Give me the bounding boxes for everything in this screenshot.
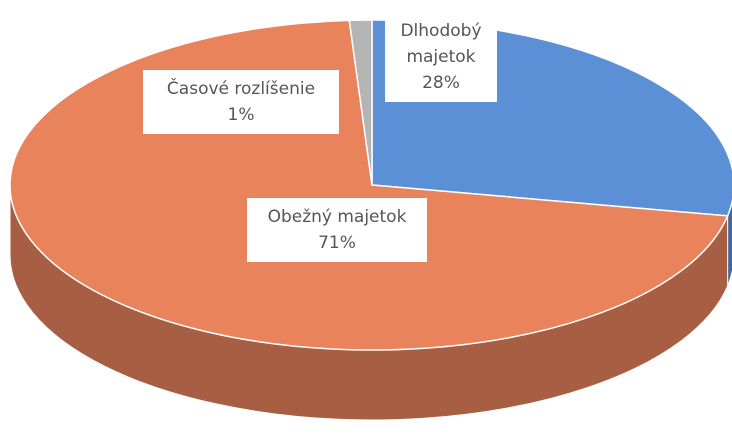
data-label: Časové rozlíšenie 1%: [143, 70, 339, 134]
label-name: Dlhodobý majetok: [400, 21, 482, 67]
label-value: 1%: [227, 105, 255, 125]
label-name: Časové rozlíšenie: [166, 79, 316, 99]
label-value: 71%: [318, 233, 356, 253]
data-label: Dlhodobý majetok 28%: [385, 12, 497, 102]
slice: [348, 19, 373, 186]
data-label: Obežný majetok 71%: [247, 198, 427, 262]
label-name: Obežný majetok: [267, 207, 407, 227]
label-value: 28%: [422, 73, 460, 93]
